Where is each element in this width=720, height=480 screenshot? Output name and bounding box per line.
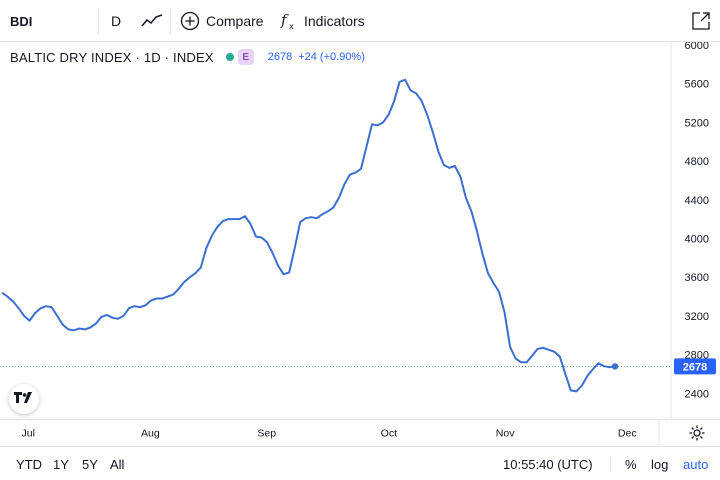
- fullscreen-icon: [691, 11, 711, 31]
- toolbar-divider: [170, 8, 171, 34]
- plus-circle-icon: [180, 11, 200, 31]
- legend-title: BALTIC DRY INDEX · 1D · INDEX: [10, 49, 214, 65]
- range-5y-button[interactable]: 5Y: [82, 456, 98, 472]
- percent-scale-toggle[interactable]: %: [625, 456, 637, 472]
- timezone-clock-button[interactable]: 10:55:40 (UTC): [503, 456, 593, 472]
- y-tick-label: 3200: [685, 311, 709, 323]
- svg-text:f: f: [280, 11, 289, 29]
- last-point-marker: [611, 363, 619, 370]
- last-price-tag-label: 2678: [683, 361, 707, 373]
- range-ytd-button[interactable]: YTD: [16, 456, 42, 472]
- market-status-dot: [225, 53, 234, 61]
- bottom-divider: [610, 456, 611, 472]
- gear-icon: [688, 425, 706, 446]
- time-axis[interactable]: Jul Aug Sep Oct Nov Dec: [0, 419, 720, 445]
- symbol-search-button[interactable]: BDI: [10, 0, 32, 42]
- series-line: [1, 78, 616, 393]
- bottom-toolbar: YTD 1Y 5Y All 10:55:40 (UTC) % log auto: [0, 446, 720, 480]
- y-tick-label: 5600: [685, 79, 709, 91]
- y-tick-label: 5200: [685, 117, 709, 129]
- chart-legend: BALTIC DRY INDEX · 1D · INDEX E 2678 +24…: [10, 47, 365, 67]
- x-tick-label: Dec: [618, 427, 637, 439]
- y-tick-label: 4000: [685, 234, 709, 246]
- chart-type-button[interactable]: [141, 0, 163, 42]
- range-all-button[interactable]: All: [110, 456, 125, 472]
- interval-button[interactable]: D: [111, 0, 121, 42]
- svg-text:x: x: [289, 22, 294, 31]
- chart-line-icon: [141, 14, 163, 28]
- x-tick-label: Nov: [496, 427, 516, 439]
- tradingview-logo-icon: [14, 391, 34, 407]
- x-tick-label: Sep: [257, 427, 276, 439]
- legend-change: +24 (+0.90%): [298, 51, 365, 63]
- log-scale-toggle[interactable]: log: [651, 456, 669, 472]
- events-badge[interactable]: E: [237, 49, 254, 65]
- fullscreen-button[interactable]: [691, 0, 711, 42]
- range-1y-button[interactable]: 1Y: [53, 456, 69, 472]
- indicators-label: Indicators: [304, 13, 365, 29]
- symbol-label: BDI: [10, 13, 33, 29]
- legend-price: 2678: [267, 51, 293, 63]
- y-tick-label: 4800: [685, 156, 709, 168]
- y-tick-label: 2400: [685, 388, 709, 400]
- toolbar-divider: [98, 8, 99, 34]
- y-tick-label: 6000: [685, 42, 709, 52]
- compare-button[interactable]: Compare: [180, 0, 264, 42]
- interval-label: D: [111, 13, 122, 29]
- auto-scale-toggle[interactable]: auto: [683, 456, 709, 472]
- compare-label: Compare: [206, 13, 264, 29]
- tradingview-logo[interactable]: [9, 384, 39, 414]
- price-chart[interactable]: 6000560052004800440040003600320028002400…: [0, 42, 720, 419]
- y-tick-label: 3600: [685, 272, 709, 284]
- y-tick-label: 4400: [685, 195, 709, 207]
- x-tick-label: Aug: [141, 427, 160, 439]
- chart-settings-button[interactable]: [688, 424, 706, 442]
- x-tick-label: Oct: [381, 427, 397, 439]
- last-price-tag: 2678: [674, 358, 716, 375]
- x-tick-label: Jul: [22, 427, 36, 439]
